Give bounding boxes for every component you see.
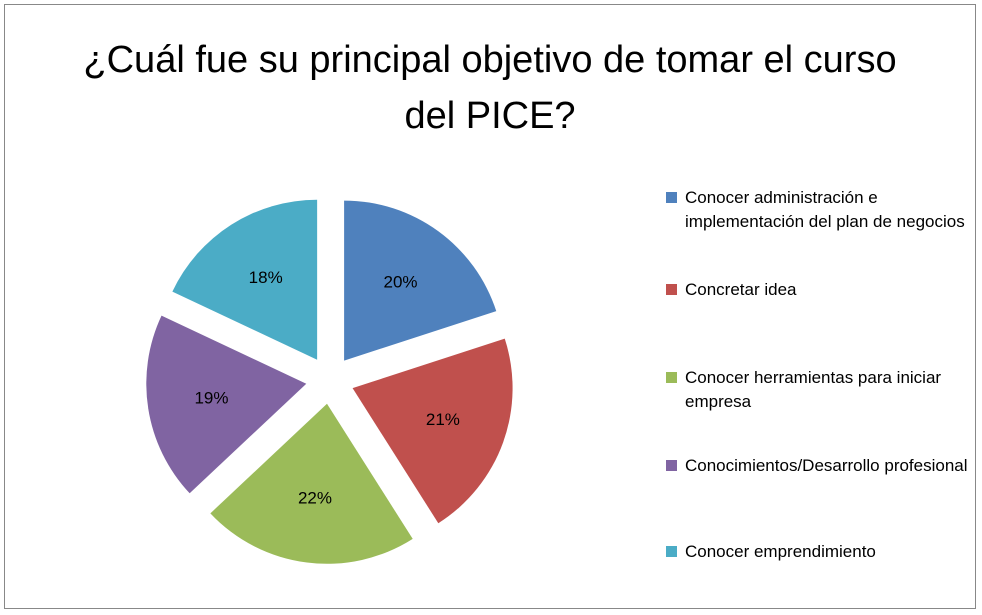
legend-entry: Conocer administración e implementación … bbox=[666, 186, 976, 234]
legend-swatch bbox=[666, 372, 677, 383]
legend-label: Conocimientos/Desarrollo profesional bbox=[685, 456, 968, 475]
pie-slice bbox=[172, 199, 318, 360]
legend-label: Conocer administración e implementación … bbox=[685, 188, 965, 231]
chart-title: ¿Cuál fue su principal objetivo de tomar… bbox=[83, 39, 897, 137]
value-label: 20% bbox=[384, 272, 418, 291]
legend-entry: Conocimientos/Desarrollo profesional bbox=[666, 454, 976, 478]
pie-slice bbox=[352, 338, 513, 524]
pie-slice bbox=[344, 200, 497, 361]
pie-slice bbox=[146, 315, 307, 494]
value-label: 18% bbox=[249, 268, 283, 287]
legend-swatch bbox=[666, 284, 677, 295]
legend-swatch bbox=[666, 546, 677, 557]
legend-label: Conocer emprendimiento bbox=[685, 542, 876, 561]
chart-frame bbox=[4, 4, 976, 609]
legend-label: Concretar idea bbox=[685, 280, 797, 299]
legend-swatch bbox=[666, 460, 677, 471]
legend-swatch bbox=[666, 192, 677, 203]
value-label: 22% bbox=[298, 489, 332, 508]
value-label: 19% bbox=[194, 388, 228, 407]
legend-entry: Conocer herramientas para iniciar empres… bbox=[666, 366, 976, 414]
legend-entry: Conocer emprendimiento bbox=[666, 540, 976, 564]
pie-slice bbox=[210, 403, 413, 564]
legend-entry: Concretar idea bbox=[666, 278, 976, 302]
value-label: 21% bbox=[426, 410, 460, 429]
legend-label: Conocer herramientas para iniciar empres… bbox=[685, 368, 942, 411]
